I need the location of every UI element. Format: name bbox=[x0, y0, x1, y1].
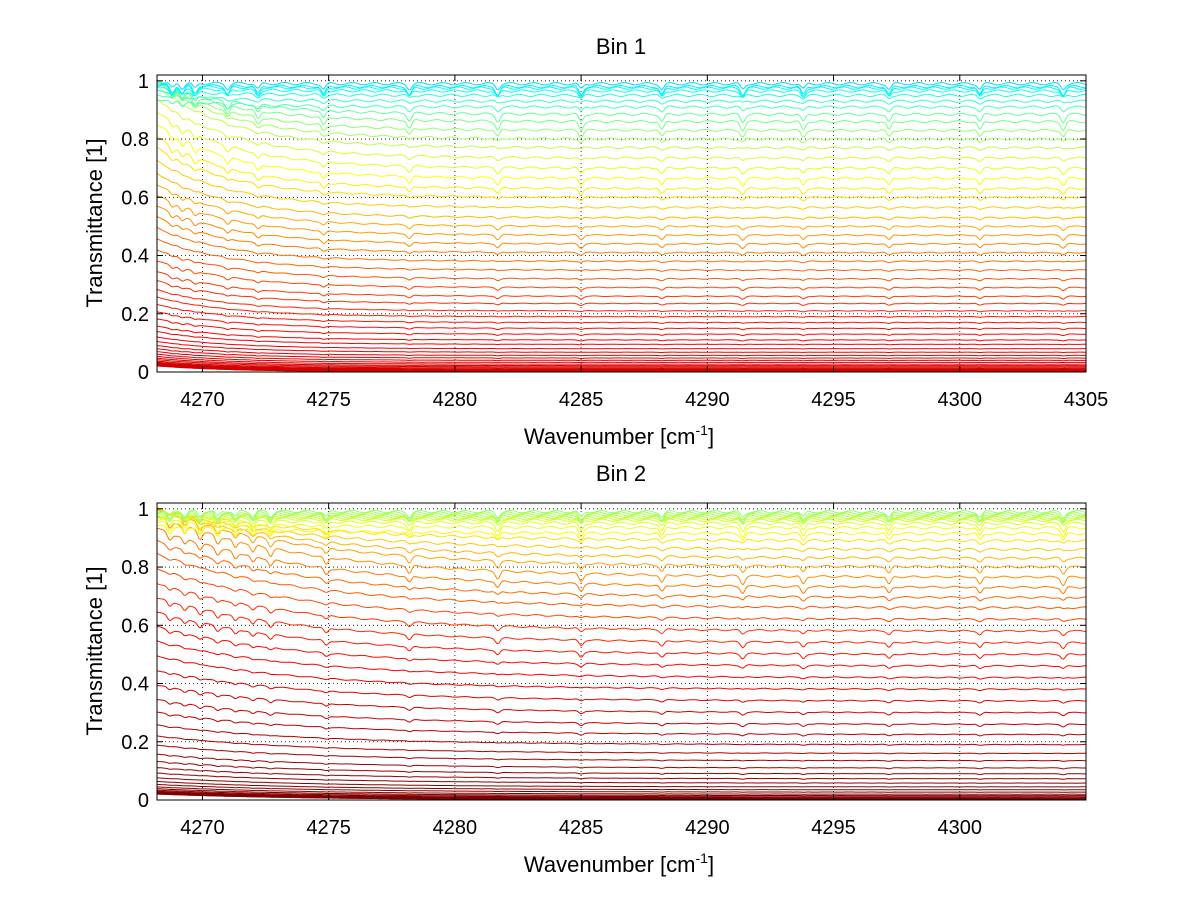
spectra-figure: Bin 1 4270 4275 4280 4285 4290 4295 4300 4305 0 0… bbox=[0, 0, 1200, 901]
x-tick-label: 4290 bbox=[685, 817, 730, 839]
y-tick-label: 0.6 bbox=[121, 615, 149, 637]
y-tick-label: 0.4 bbox=[121, 674, 149, 696]
y-tick-label: 1 bbox=[138, 499, 149, 521]
x-tick-label: 4295 bbox=[811, 817, 856, 839]
y-axis-label: Transmittance [1] bbox=[82, 566, 107, 735]
plot-area bbox=[157, 75, 1086, 372]
y-tick-label: 0 bbox=[138, 362, 149, 384]
y-tick-label: 0.6 bbox=[121, 187, 149, 209]
y-tick-label: 0.4 bbox=[121, 246, 149, 268]
y-tick-label: 0.8 bbox=[121, 129, 149, 151]
x-tick-label: 4305 bbox=[1064, 389, 1109, 411]
x-tick-label: 4285 bbox=[559, 817, 604, 839]
x-tick-label: 4270 bbox=[180, 817, 225, 839]
x-axis-label: Wavenumber [cm-1] bbox=[524, 850, 714, 877]
plot-area bbox=[157, 503, 1086, 800]
x-tick-label: 4280 bbox=[433, 817, 478, 839]
y-tick-label: 0 bbox=[138, 790, 149, 812]
x-tick-label: 4270 bbox=[180, 389, 225, 411]
chart-title: Bin 1 bbox=[596, 34, 646, 59]
x-tick-label: 4300 bbox=[938, 389, 983, 411]
x-tick-label: 4290 bbox=[685, 389, 730, 411]
x-axis-label: Wavenumber [cm-1] bbox=[524, 422, 714, 449]
x-tick-label: 4295 bbox=[811, 389, 856, 411]
x-tick-label: 4285 bbox=[559, 389, 604, 411]
x-tick-label: 4275 bbox=[306, 389, 351, 411]
y-tick-label: 1 bbox=[138, 71, 149, 93]
chart-title: Bin 2 bbox=[596, 461, 646, 486]
x-tick-label: 4280 bbox=[433, 389, 478, 411]
y-tick-label: 0.8 bbox=[121, 557, 149, 579]
y-axis-label: Transmittance [1] bbox=[82, 138, 107, 307]
x-tick-label: 4275 bbox=[306, 817, 351, 839]
y-tick-label: 0.2 bbox=[121, 304, 149, 326]
y-tick-label: 0.2 bbox=[121, 732, 149, 754]
x-tick-label: 4300 bbox=[938, 817, 983, 839]
